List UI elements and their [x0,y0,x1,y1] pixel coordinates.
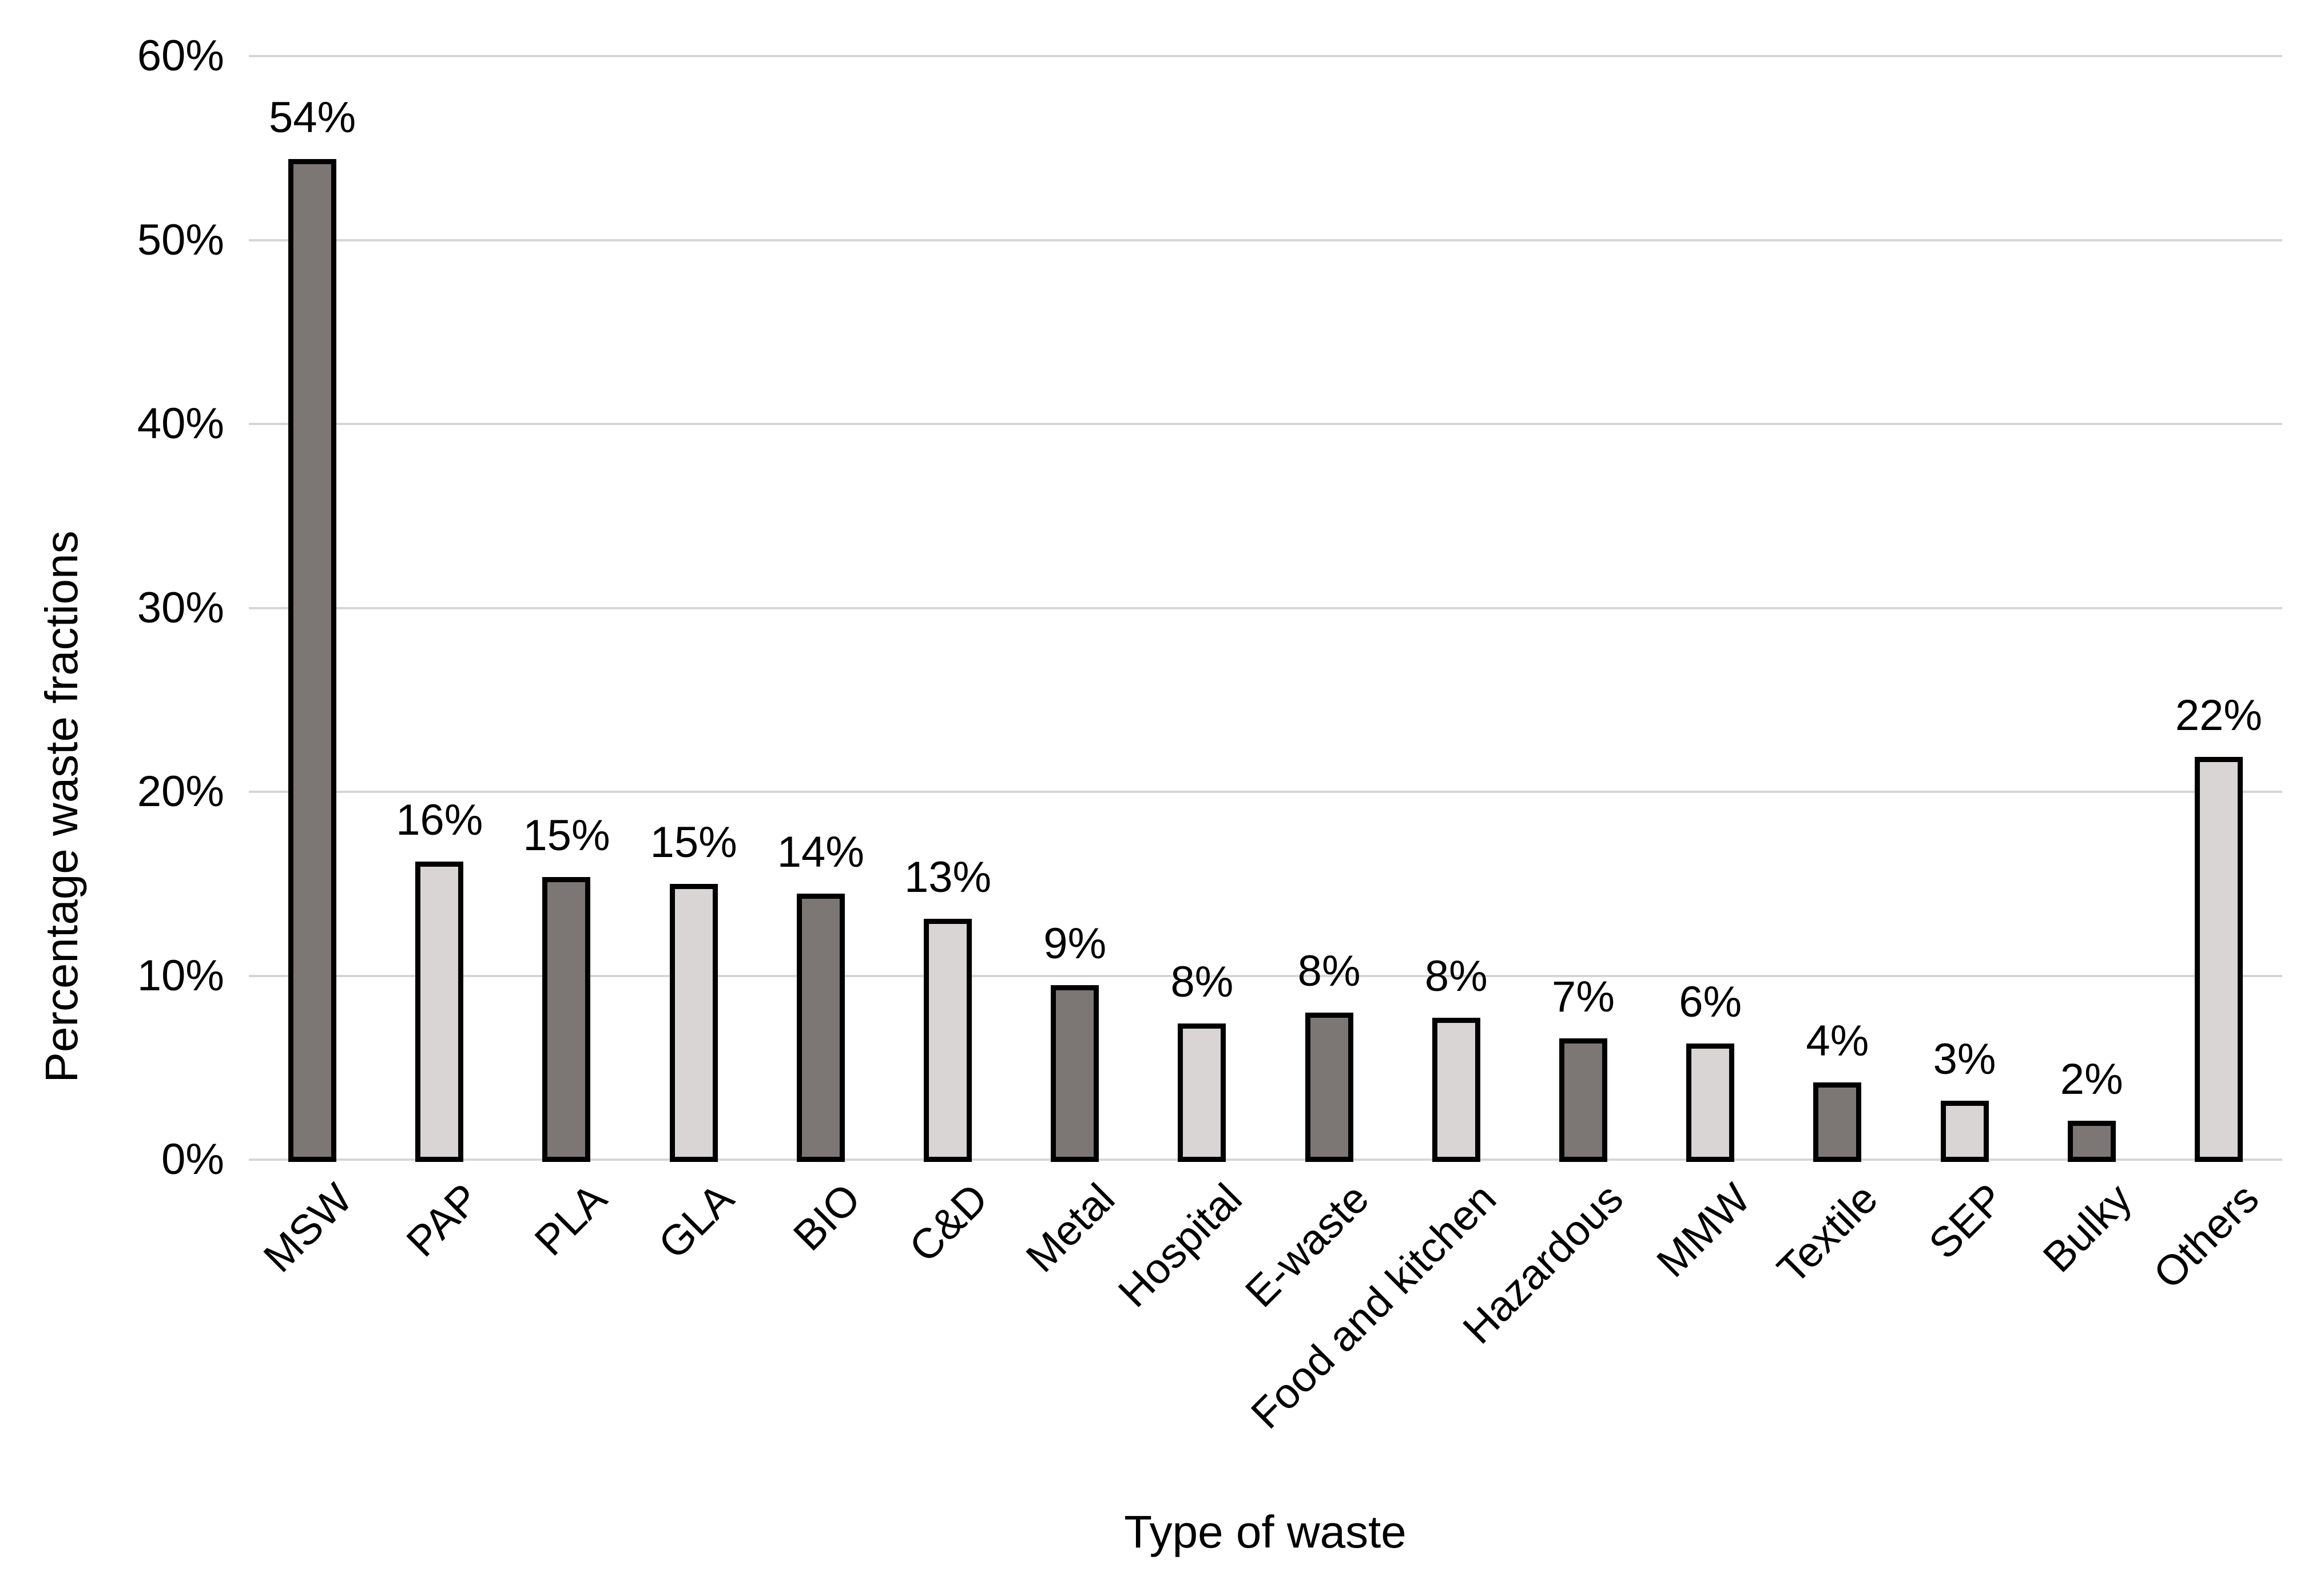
x-tick-label: MSW [254,1174,361,1282]
bar-value-label: 13% [904,852,992,902]
y-gridline [249,606,2282,609]
bar [1686,1044,1735,1162]
y-tick-label: 60% [137,31,224,80]
bar [1178,1023,1226,1162]
x-tick-label: SEP [1920,1174,2013,1268]
x-tick-label: GLA [649,1174,743,1268]
bar [669,883,718,1162]
bar [1305,1012,1353,1162]
y-gridline [249,55,2282,57]
x-tick-label: PAP [397,1174,488,1266]
bar [1051,985,1099,1162]
y-tick-label: 50% [137,215,224,264]
y-tick-label: 0% [161,1135,224,1184]
bar-value-label: 15% [523,811,610,860]
bar [1432,1018,1480,1162]
bar-value-label: 15% [650,818,737,867]
bar [2194,756,2243,1162]
y-tick-label: 30% [137,583,224,632]
y-gridline [249,239,2282,241]
bar-value-label: 8% [1424,952,1488,1001]
bar-value-label: 2% [2060,1055,2123,1104]
bar [1813,1082,1862,1162]
x-tick-label: Metal [1016,1174,1124,1282]
x-tick-label: BIO [784,1174,870,1260]
bar-value-label: 8% [1170,958,1234,1007]
y-gridline [249,1159,2282,1161]
y-gridline [249,974,2282,977]
bar [2067,1121,2116,1162]
x-tick-label: MMW [1647,1174,1759,1286]
bar [924,918,972,1162]
y-tick-label: 20% [137,767,224,816]
x-tick-label: Hospital [1109,1174,1251,1316]
x-tick-label: Others [2144,1174,2268,1298]
bar-value-label: 22% [2175,691,2262,740]
bar-value-label: 8% [1297,946,1361,995]
bar [415,862,464,1162]
bar [1940,1101,1989,1162]
x-tick-label: C&D [900,1174,997,1271]
bar-value-label: 9% [1043,919,1107,968]
x-tick-label: PLA [525,1174,615,1265]
bar [542,877,591,1162]
bar [796,894,845,1162]
bar [1559,1038,1607,1162]
bar-value-label: 54% [269,93,356,142]
bar-value-label: 7% [1552,972,1615,1021]
x-tick-label: Textile [1767,1174,1886,1293]
y-gridline [249,791,2282,793]
bar [288,159,337,1162]
bar-value-label: 16% [396,796,483,845]
y-gridline [249,423,2282,425]
bar-value-label: 3% [1933,1035,1996,1084]
y-tick-label: 10% [137,951,224,1000]
bar-value-label: 4% [1806,1016,1869,1065]
x-axis-title: Type of waste [1124,1506,1407,1557]
x-tick-label: Bulky [2033,1174,2141,1282]
bar-value-label: 14% [777,828,864,877]
y-tick-label: 40% [137,399,224,448]
bar-value-label: 6% [1679,978,1742,1027]
